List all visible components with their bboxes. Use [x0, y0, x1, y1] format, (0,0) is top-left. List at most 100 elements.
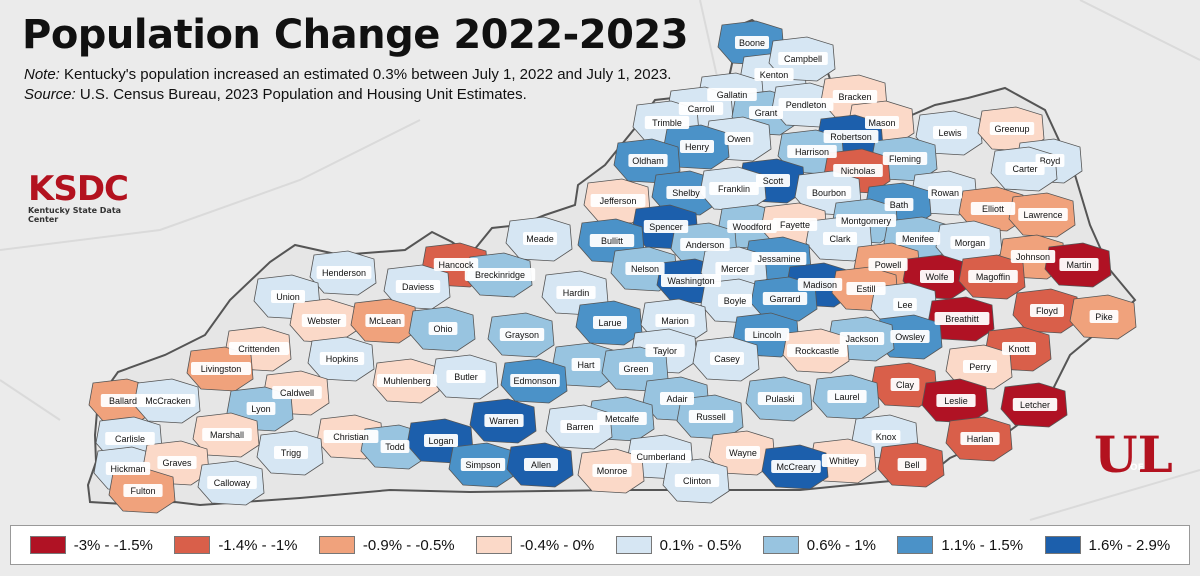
svg-text:Pendleton: Pendleton	[786, 100, 827, 110]
svg-text:Lincoln: Lincoln	[753, 330, 782, 340]
county-label-campbell: Campbell	[778, 52, 828, 65]
svg-text:Montgomery: Montgomery	[841, 216, 892, 226]
county-label-christian: Christian	[323, 430, 379, 443]
svg-text:Shelby: Shelby	[672, 188, 700, 198]
svg-text:Pike: Pike	[1095, 312, 1113, 322]
county-label-graves: Graves	[157, 456, 197, 469]
county-label-magoffin: Magoffin	[968, 270, 1018, 283]
county-label-butler: Butler	[446, 370, 486, 383]
svg-text:Boyd: Boyd	[1040, 156, 1061, 166]
county-label-hopkins: Hopkins	[319, 352, 365, 365]
county-label-letcher: Letcher	[1012, 398, 1058, 411]
county-label-nicholas: Nicholas	[833, 164, 883, 177]
county-label-livingston: Livingston	[191, 362, 251, 375]
county-label-mccracken: McCracken	[140, 394, 196, 407]
svg-text:Letcher: Letcher	[1020, 400, 1050, 410]
county-label-crittenden: Crittenden	[229, 342, 289, 355]
county-label-rowan: Rowan	[928, 186, 962, 199]
county-label-hancock: Hancock	[433, 258, 479, 271]
county-label-russell: Russell	[688, 410, 734, 423]
svg-text:Casey: Casey	[714, 354, 740, 364]
svg-text:Calloway: Calloway	[214, 478, 251, 488]
county-label-scott: Scott	[756, 174, 790, 187]
svg-text:Johnson: Johnson	[1016, 252, 1050, 262]
svg-text:Washington: Washington	[667, 276, 714, 286]
legend-item: 0.1% - 0.5%	[615, 536, 742, 554]
county-label-simpson: Simpson	[460, 458, 506, 471]
svg-text:Allen: Allen	[531, 460, 551, 470]
county-label-franklin: Franklin	[709, 182, 759, 195]
svg-text:Spencer: Spencer	[649, 222, 683, 232]
county-label-monroe: Monroe	[592, 464, 632, 477]
svg-text:Russell: Russell	[696, 412, 726, 422]
county-label-barren: Barren	[560, 420, 600, 433]
county-label-clark: Clark	[823, 232, 857, 245]
county-label-bourbon: Bourbon	[806, 186, 852, 199]
svg-text:Knott: Knott	[1008, 344, 1030, 354]
svg-text:Morgan: Morgan	[955, 238, 986, 248]
legend-swatch	[762, 536, 799, 554]
county-label-ohio: Ohio	[428, 322, 458, 335]
county-label-breckinridge: Breckinridge	[464, 268, 536, 281]
county-label-trimble: Trimble	[644, 116, 690, 129]
legend-label: 0.1% - 0.5%	[659, 536, 742, 554]
svg-text:Marion: Marion	[661, 316, 689, 326]
source-label: Source:	[24, 86, 76, 103]
county-label-knott: Knott	[1002, 342, 1036, 355]
legend-swatch	[29, 536, 66, 554]
svg-text:Leslie: Leslie	[944, 396, 968, 406]
svg-text:Jackson: Jackson	[845, 334, 878, 344]
county-label-perry: Perry	[963, 360, 997, 373]
county-label-adair: Adair	[660, 392, 694, 405]
legend-label: 1.6% - 2.9%	[1088, 536, 1171, 554]
svg-text:McLean: McLean	[369, 316, 401, 326]
county-label-henry: Henry	[680, 140, 714, 153]
county-label-kenton: Kenton	[754, 68, 794, 81]
legend-item: -0.9% - -0.5%	[318, 536, 455, 554]
legend-label: -1.4% - -1%	[218, 536, 298, 554]
county-label-jackson: Jackson	[839, 332, 885, 345]
county-label-carter: Carter	[1005, 162, 1045, 175]
svg-text:Magoffin: Magoffin	[976, 272, 1010, 282]
svg-text:Elliott: Elliott	[982, 204, 1005, 214]
county-label-martin: Martin	[1059, 258, 1099, 271]
county-label-trigg: Trigg	[274, 446, 308, 459]
svg-text:Rockcastle: Rockcastle	[795, 346, 839, 356]
svg-text:Carter: Carter	[1012, 164, 1037, 174]
svg-text:Bath: Bath	[890, 200, 909, 210]
county-label-clay: Clay	[890, 378, 920, 391]
county-label-daviess: Daviess	[395, 280, 441, 293]
county-label-breathitt: Breathitt	[934, 312, 990, 325]
svg-text:Garrard: Garrard	[769, 294, 800, 304]
county-label-meade: Meade	[523, 232, 557, 245]
svg-text:Ballard: Ballard	[109, 396, 137, 406]
county-label-washington: Washington	[661, 274, 721, 287]
legend-label: 1.1% - 1.5%	[941, 536, 1024, 554]
svg-text:Bell: Bell	[904, 460, 919, 470]
county-label-larue: Larue	[593, 316, 627, 329]
svg-text:Hart: Hart	[577, 360, 595, 370]
svg-text:Harlan: Harlan	[967, 434, 994, 444]
county-label-robertson: Robertson	[823, 130, 879, 143]
legend-item: 1.1% - 1.5%	[897, 536, 1023, 554]
svg-text:Simpson: Simpson	[465, 460, 500, 470]
svg-text:Lee: Lee	[897, 300, 912, 310]
ksdc-logo-subtitle: Kentucky State Data Center	[28, 206, 122, 224]
county-label-harrison: Harrison	[787, 145, 837, 158]
county-label-caldwell: Caldwell	[272, 386, 322, 399]
legend-swatch	[174, 536, 211, 554]
county-label-floyd: Floyd	[1030, 304, 1064, 317]
legend-item: -0.4% - 0%	[476, 536, 594, 554]
county-label-lawrence: Lawrence	[1018, 208, 1068, 221]
svg-text:Lawrence: Lawrence	[1023, 210, 1062, 220]
svg-text:Grant: Grant	[755, 108, 778, 118]
county-label-henderson: Henderson	[316, 266, 372, 279]
svg-text:Cumberland: Cumberland	[636, 452, 685, 462]
legend-swatch	[1044, 536, 1081, 554]
legend-item: -3% - -1.5%	[29, 536, 153, 554]
county-label-mason: Mason	[865, 116, 899, 129]
county-label-boyle: Boyle	[718, 294, 752, 307]
svg-text:Larue: Larue	[598, 318, 621, 328]
svg-text:Rowan: Rowan	[931, 188, 959, 198]
svg-text:Oldham: Oldham	[632, 156, 664, 166]
